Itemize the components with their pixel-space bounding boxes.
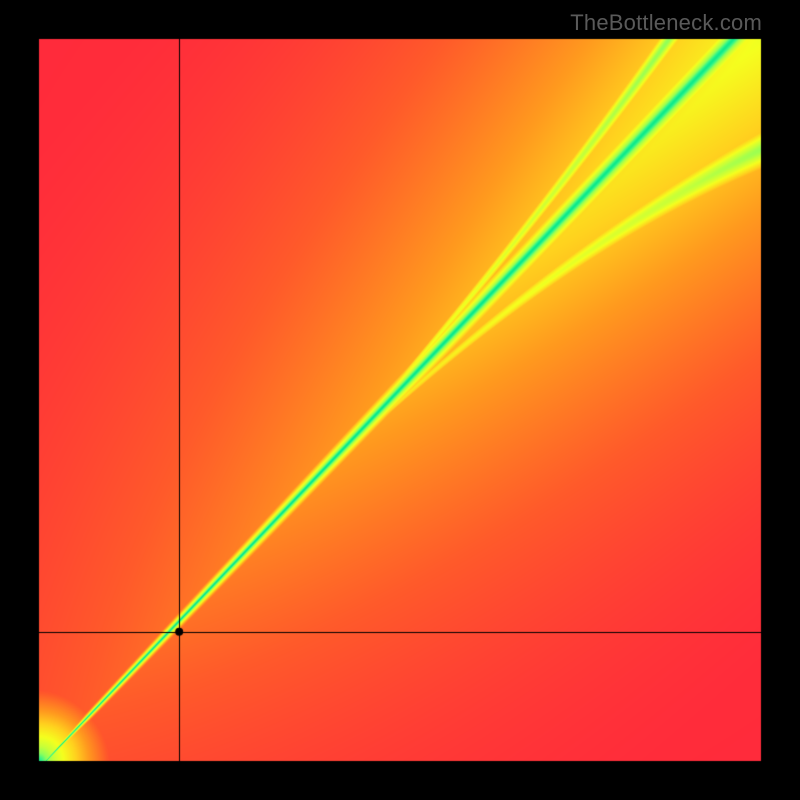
watermark-text: TheBottleneck.com: [570, 10, 762, 36]
chart-container: TheBottleneck.com: [0, 0, 800, 800]
heatmap-canvas: [0, 0, 800, 800]
